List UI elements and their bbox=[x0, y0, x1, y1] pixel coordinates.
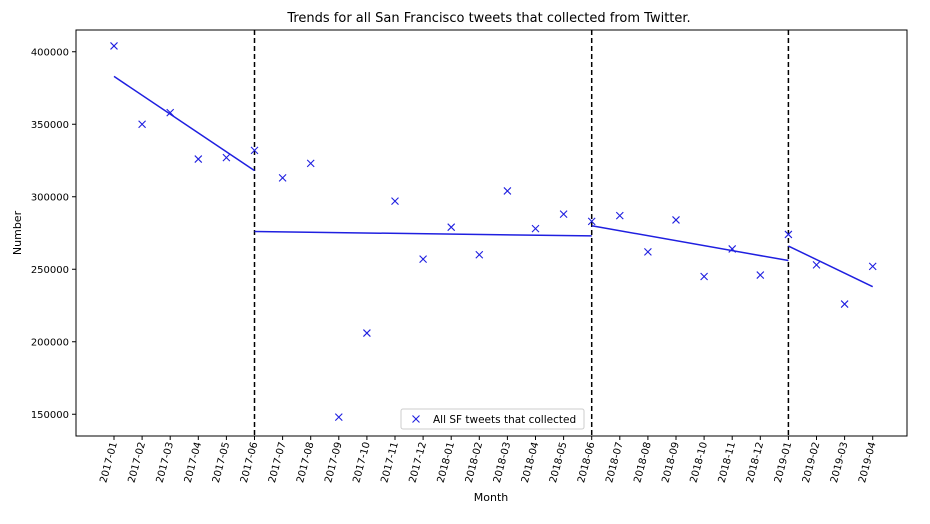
trend-line bbox=[591, 225, 789, 262]
x-tick-label: 2018-11 bbox=[717, 441, 738, 484]
x-tick-label: 2018-07 bbox=[604, 441, 625, 484]
data-point bbox=[531, 224, 540, 233]
x-tick-label: 2019-02 bbox=[801, 441, 822, 484]
trend-line bbox=[788, 245, 874, 288]
data-point bbox=[812, 261, 821, 269]
x-tick-label: 2017-09 bbox=[323, 441, 344, 484]
y-tick-label: 350000 bbox=[31, 120, 69, 131]
trend-line bbox=[254, 230, 592, 237]
x-tick-label: 2017-05 bbox=[211, 441, 232, 484]
x-tick-label: 2017-12 bbox=[408, 441, 429, 484]
x-tick-label: 2017-06 bbox=[239, 441, 260, 484]
x-tick-label: 2019-01 bbox=[773, 441, 794, 484]
data-point bbox=[784, 230, 793, 239]
vertical-divider-lines bbox=[253, 30, 790, 436]
x-axis-title: Month bbox=[474, 491, 509, 504]
data-point bbox=[278, 174, 287, 182]
data-point bbox=[222, 153, 231, 162]
legend: All SF tweets that collected bbox=[400, 408, 585, 430]
data-point bbox=[559, 210, 568, 219]
y-tick-label: 250000 bbox=[31, 265, 69, 276]
x-tick-label: 2017-10 bbox=[351, 441, 372, 484]
data-points bbox=[110, 42, 877, 422]
x-tick-label: 2018-05 bbox=[548, 441, 569, 484]
data-point bbox=[615, 211, 624, 220]
data-point bbox=[391, 197, 399, 205]
y-axis: 150000 200000 250000 300000 350000 400000 bbox=[31, 47, 76, 421]
x-tick-label: 2017-03 bbox=[155, 441, 176, 484]
x-tick-label: 2017-04 bbox=[183, 441, 204, 484]
x-tick-label: 2019-03 bbox=[829, 441, 850, 484]
y-tick-label: 150000 bbox=[31, 410, 69, 421]
data-point bbox=[868, 262, 877, 271]
y-tick-label: 400000 bbox=[31, 47, 69, 58]
data-point bbox=[363, 329, 371, 337]
data-point bbox=[447, 223, 456, 232]
data-point bbox=[306, 159, 315, 168]
x-tick-label: 2017-01 bbox=[98, 441, 119, 484]
x-tick-label: 2018-06 bbox=[576, 441, 597, 484]
x-tick-label: 2017-08 bbox=[295, 441, 316, 484]
data-point bbox=[672, 216, 680, 224]
y-axis-title: Number bbox=[11, 210, 24, 255]
chart-title: Trends for all San Francisco tweets that… bbox=[286, 11, 690, 26]
data-point bbox=[503, 187, 512, 195]
x-tick-label: 2018-01 bbox=[436, 441, 457, 484]
data-point bbox=[756, 271, 765, 279]
data-point bbox=[166, 108, 175, 117]
x-tick-label: 2018-04 bbox=[520, 441, 541, 484]
x-tick-label: 2018-08 bbox=[632, 441, 653, 484]
x-tick-label: 2018-02 bbox=[464, 441, 485, 484]
legend-entry-label: All SF tweets that collected bbox=[433, 414, 576, 426]
x-tick-label: 2018-03 bbox=[492, 441, 513, 484]
data-point bbox=[587, 217, 596, 226]
x-axis: 2017-01 2017-02 2017-03 2017-04 2017-05 2017-… bbox=[98, 436, 879, 484]
data-point bbox=[728, 245, 737, 253]
trend-lines bbox=[113, 75, 874, 288]
data-point bbox=[840, 300, 849, 308]
x-tick-label: 2019-04 bbox=[857, 441, 878, 484]
data-point bbox=[194, 155, 203, 163]
data-point bbox=[138, 120, 146, 129]
data-point bbox=[419, 255, 427, 263]
trend-line bbox=[113, 75, 255, 172]
x-tick-label: 2017-11 bbox=[379, 441, 400, 484]
data-point bbox=[250, 146, 259, 155]
x-tick-label: 2018-12 bbox=[745, 441, 766, 484]
plot-area bbox=[75, 29, 908, 437]
y-tick-label: 300000 bbox=[31, 192, 69, 203]
legend-x-marker bbox=[412, 415, 420, 423]
data-point bbox=[475, 250, 484, 259]
x-tick-label: 2018-09 bbox=[660, 441, 681, 484]
data-point bbox=[644, 247, 652, 256]
data-point bbox=[700, 272, 708, 281]
legend-marker bbox=[412, 415, 420, 423]
x-tick-label: 2018-10 bbox=[689, 441, 710, 484]
data-point bbox=[334, 413, 343, 422]
legend-box bbox=[400, 408, 585, 430]
x-tick-label: 2017-07 bbox=[267, 441, 288, 484]
data-point bbox=[110, 42, 118, 50]
x-tick-label: 2017-02 bbox=[127, 441, 148, 484]
y-tick-label: 200000 bbox=[31, 337, 69, 348]
